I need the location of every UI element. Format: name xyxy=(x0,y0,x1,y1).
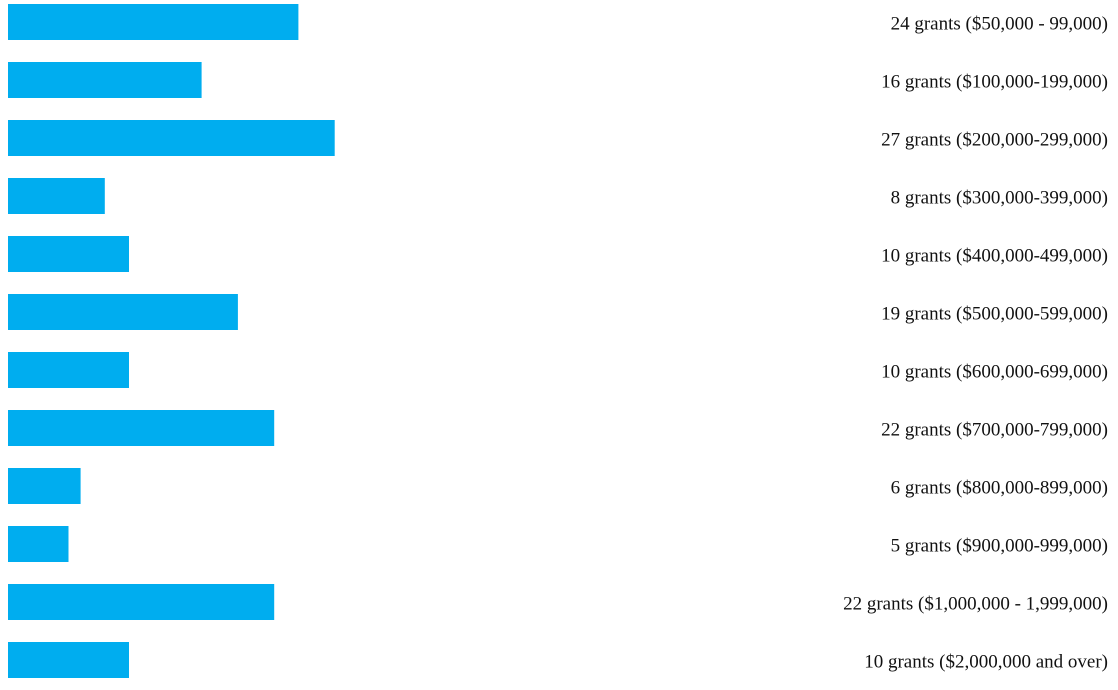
bar-label: 10 grants ($2,000,000 and over) xyxy=(864,651,1108,672)
bar xyxy=(8,410,275,446)
bar xyxy=(8,352,129,388)
bar xyxy=(8,178,105,214)
bar xyxy=(8,294,238,330)
bar-label: 22 grants ($700,000-799,000) xyxy=(881,419,1108,440)
bar xyxy=(8,584,275,620)
bar-label: 10 grants ($400,000-499,000) xyxy=(881,245,1108,266)
bar-label: 16 grants ($100,000-199,000) xyxy=(881,71,1108,92)
bar xyxy=(8,468,81,504)
bar xyxy=(8,62,202,98)
bar-label: 5 grants ($900,000-999,000) xyxy=(891,535,1108,556)
bar xyxy=(8,120,335,156)
bar-label: 24 grants ($50,000 - 99,000) xyxy=(891,13,1108,34)
bar-label: 22 grants ($1,000,000 - 1,999,000) xyxy=(843,593,1108,614)
bar xyxy=(8,236,129,272)
bar-label: 27 grants ($200,000-299,000) xyxy=(881,129,1108,150)
bar xyxy=(8,4,299,40)
bar xyxy=(8,642,129,678)
bar xyxy=(8,526,69,562)
bar-label: 10 grants ($600,000-699,000) xyxy=(881,361,1108,382)
bar-label: 19 grants ($500,000-599,000) xyxy=(881,303,1108,324)
bar-label: 8 grants ($300,000-399,000) xyxy=(891,187,1108,208)
bars-group xyxy=(8,4,335,678)
labels-group: 24 grants ($50,000 - 99,000) 16 grants ($… xyxy=(843,13,1108,672)
bar-label: 6 grants ($800,000-899,000) xyxy=(891,477,1108,498)
